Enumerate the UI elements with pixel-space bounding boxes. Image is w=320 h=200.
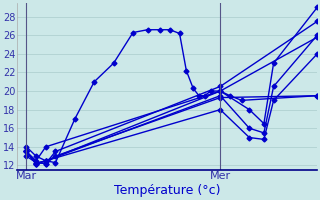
X-axis label: Température (°c): Température (°c) <box>114 184 220 197</box>
